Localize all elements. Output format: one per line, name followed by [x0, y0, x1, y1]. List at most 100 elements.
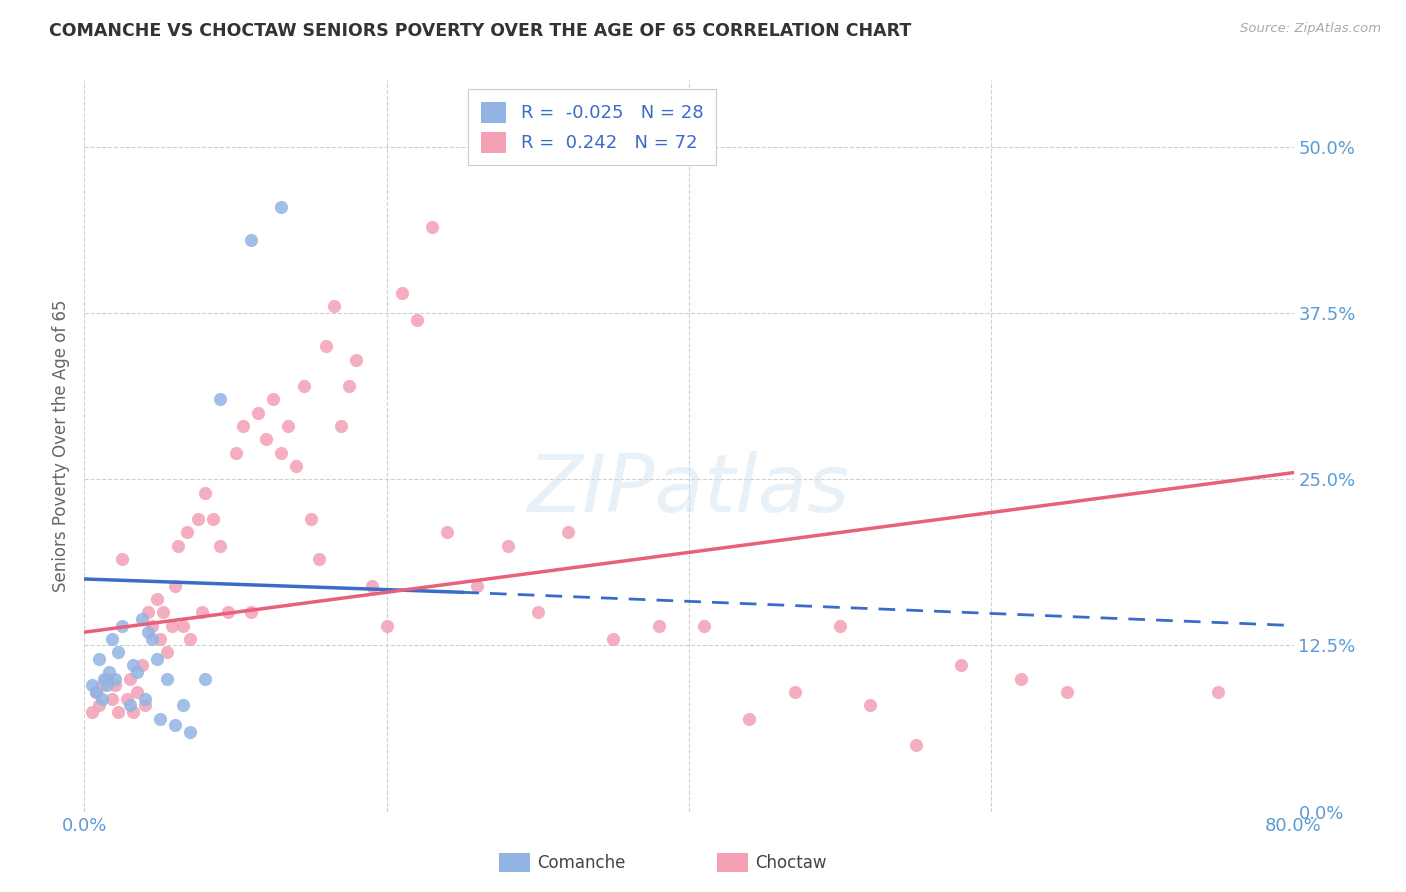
Point — [406, 312, 429, 326]
Point — [89, 698, 111, 713]
Point — [194, 485, 217, 500]
Point — [89, 652, 111, 666]
Point — [134, 698, 156, 713]
Point — [100, 632, 122, 646]
Point — [149, 632, 172, 646]
Point — [1056, 685, 1078, 699]
Point — [131, 612, 153, 626]
Point — [156, 672, 179, 686]
Point — [136, 605, 159, 619]
Point — [136, 625, 159, 640]
Point — [146, 591, 169, 606]
Point — [191, 605, 214, 619]
Point — [209, 539, 232, 553]
Point — [285, 458, 308, 473]
Point — [262, 392, 284, 407]
Point — [111, 552, 134, 566]
Point — [80, 705, 103, 719]
Point — [420, 219, 443, 234]
Point — [950, 658, 973, 673]
Point — [783, 685, 806, 699]
Point — [149, 712, 172, 726]
Point — [167, 539, 190, 553]
Point — [315, 339, 337, 353]
Text: Choctaw: Choctaw — [755, 855, 827, 872]
Point — [254, 433, 277, 447]
Point — [209, 392, 232, 407]
Point — [96, 678, 118, 692]
Point — [436, 525, 458, 540]
Point — [127, 685, 149, 699]
Text: Source: ZipAtlas.com: Source: ZipAtlas.com — [1240, 22, 1381, 36]
Point — [93, 672, 115, 686]
Point — [201, 512, 224, 526]
Point — [1011, 672, 1033, 686]
Point — [375, 618, 398, 632]
Point — [859, 698, 882, 713]
Point — [527, 605, 550, 619]
Point — [225, 445, 247, 459]
Point — [179, 725, 201, 739]
Point — [127, 665, 149, 679]
Point — [141, 618, 163, 632]
Point — [86, 685, 108, 699]
Point — [100, 691, 122, 706]
Point — [277, 419, 299, 434]
Point — [322, 299, 344, 313]
Point — [172, 698, 194, 713]
Point — [648, 618, 671, 632]
Point — [172, 618, 194, 632]
Point — [86, 685, 108, 699]
Point — [346, 352, 368, 367]
Point — [337, 379, 360, 393]
Point — [111, 618, 134, 632]
Point — [118, 672, 141, 686]
Point — [121, 705, 143, 719]
Point — [391, 286, 413, 301]
Point — [239, 605, 262, 619]
Point — [187, 512, 209, 526]
Point — [738, 712, 761, 726]
Point — [602, 632, 624, 646]
Point — [107, 705, 129, 719]
Point — [299, 512, 322, 526]
Y-axis label: Seniors Poverty Over the Age of 65: Seniors Poverty Over the Age of 65 — [52, 300, 70, 592]
Point — [467, 579, 489, 593]
Point — [1206, 685, 1229, 699]
Point — [104, 678, 127, 692]
Text: Comanche: Comanche — [537, 855, 626, 872]
Point — [270, 445, 292, 459]
Point — [134, 691, 156, 706]
Point — [270, 200, 292, 214]
Point — [292, 379, 315, 393]
Point — [693, 618, 716, 632]
Point — [97, 665, 120, 679]
Point — [496, 539, 519, 553]
Point — [232, 419, 254, 434]
Point — [194, 672, 217, 686]
Point — [115, 691, 138, 706]
Point — [904, 738, 927, 752]
Point — [118, 698, 141, 713]
Point — [165, 579, 187, 593]
Point — [330, 419, 353, 434]
Text: ZIPatlas: ZIPatlas — [527, 450, 851, 529]
Point — [247, 406, 270, 420]
Point — [176, 525, 198, 540]
Point — [121, 658, 143, 673]
Point — [152, 605, 174, 619]
Point — [830, 618, 852, 632]
Point — [360, 579, 382, 593]
Point — [557, 525, 579, 540]
Point — [96, 672, 118, 686]
Point — [179, 632, 201, 646]
Point — [217, 605, 239, 619]
Point — [80, 678, 103, 692]
Point — [141, 632, 163, 646]
Legend: R =  -0.025   N = 28, R =  0.242   N = 72: R = -0.025 N = 28, R = 0.242 N = 72 — [468, 89, 716, 165]
Point — [91, 691, 114, 706]
Point — [107, 645, 129, 659]
Point — [239, 233, 262, 247]
Point — [104, 672, 127, 686]
Point — [308, 552, 330, 566]
